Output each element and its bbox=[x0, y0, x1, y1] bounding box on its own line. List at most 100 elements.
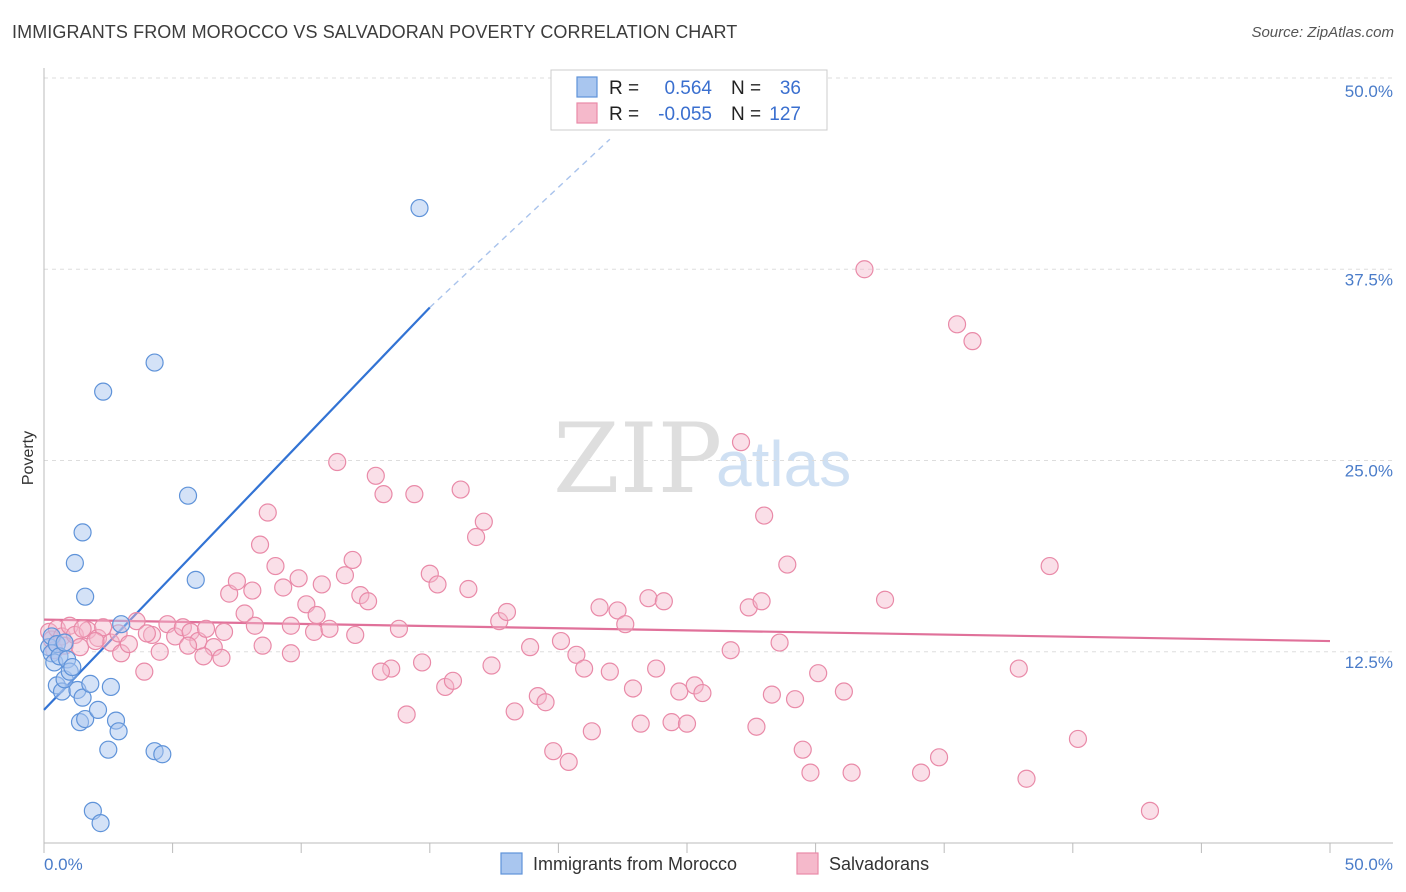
morocco-point bbox=[145, 353, 164, 372]
morocco-point bbox=[76, 709, 95, 729]
salvadorans-point bbox=[544, 742, 563, 761]
salvadorans-point bbox=[647, 659, 666, 678]
x-tick-label-max: 50.0% bbox=[1345, 855, 1393, 874]
salvadorans-point bbox=[212, 648, 231, 667]
salvadorans-point bbox=[443, 671, 463, 690]
salvadorans-point bbox=[281, 644, 301, 663]
salvadorans-point bbox=[567, 645, 586, 664]
salvadorans-point bbox=[482, 656, 501, 675]
morocco-point bbox=[112, 615, 131, 634]
morocco-point bbox=[178, 486, 198, 505]
salvadorans-point bbox=[842, 763, 861, 782]
salvadorans-point bbox=[1017, 769, 1036, 788]
salvadorans-point bbox=[466, 527, 486, 547]
stats-n-label-pink: N = bbox=[731, 104, 761, 125]
salvadorans-point bbox=[631, 714, 650, 733]
salvadorans-point bbox=[747, 717, 766, 736]
stats-n-label-blue: N = bbox=[731, 78, 761, 99]
morocco-point bbox=[55, 633, 74, 652]
salvadorans-point bbox=[616, 615, 635, 634]
legend-swatch-salvadorans bbox=[796, 852, 819, 875]
salvadorans-point bbox=[253, 636, 272, 655]
salvadorans-point bbox=[1009, 659, 1028, 678]
salvadorans-trend-line bbox=[43, 618, 1331, 643]
stats-r-value-blue: 0.564 bbox=[664, 78, 712, 99]
salvadorans-point bbox=[855, 260, 874, 279]
salvadorans-point bbox=[755, 506, 774, 525]
morocco-point bbox=[63, 657, 82, 677]
salvadorans-point bbox=[235, 604, 254, 623]
salvadorans-point bbox=[875, 590, 895, 609]
legend: Immigrants from Morocco Salvadorans bbox=[500, 852, 929, 875]
salvadorans-point bbox=[405, 485, 424, 504]
salvadorans-point bbox=[196, 619, 216, 638]
morocco-trend-extension bbox=[429, 138, 611, 309]
salvadorans-point bbox=[374, 485, 393, 504]
salvadorans-point bbox=[73, 619, 92, 638]
trend-lines bbox=[43, 138, 1331, 711]
salvadorans-point bbox=[590, 598, 609, 617]
salvadorans-point bbox=[371, 662, 391, 681]
salvadorans-point bbox=[911, 763, 931, 782]
salvadorans-point bbox=[243, 581, 262, 600]
salvadorans-point bbox=[639, 589, 658, 608]
legend-swatch-morocco bbox=[500, 852, 523, 875]
morocco-point bbox=[101, 677, 120, 697]
salvadorans-point bbox=[582, 722, 601, 741]
salvadorans-point bbox=[366, 466, 385, 485]
salvadorans-point bbox=[600, 662, 619, 681]
salvadorans-point bbox=[181, 622, 200, 641]
y-tick-label: 25.0% bbox=[1345, 462, 1393, 481]
salvadorans-point bbox=[770, 633, 789, 652]
salvadorans-point bbox=[947, 315, 967, 334]
salvadorans-point bbox=[266, 556, 285, 576]
salvadorans-point bbox=[245, 616, 265, 635]
salvadorans-point bbox=[575, 659, 594, 678]
legend-label-morocco: Immigrants from Morocco bbox=[533, 854, 737, 874]
morocco-points bbox=[40, 198, 429, 833]
salvadorans-point bbox=[536, 693, 555, 712]
salvadorans-point bbox=[490, 612, 509, 631]
grid-lines bbox=[44, 77, 1393, 653]
salvadorans-point bbox=[307, 605, 326, 625]
salvadorans-point bbox=[320, 619, 339, 638]
morocco-point bbox=[99, 740, 118, 759]
morocco-point bbox=[73, 523, 92, 542]
salvadorans-point bbox=[662, 713, 681, 732]
morocco-point bbox=[76, 587, 95, 606]
salvadorans-point bbox=[194, 647, 213, 666]
salvadorans-point bbox=[304, 622, 324, 641]
salvadorans-point bbox=[428, 575, 447, 594]
salvadorans-point bbox=[451, 480, 470, 499]
stats-n-value-pink: 127 bbox=[769, 104, 801, 125]
salvadorans-point bbox=[70, 638, 90, 657]
salvadorans-point bbox=[328, 452, 347, 472]
salvadorans-point bbox=[521, 638, 540, 657]
stats-box: R = 0.564 N = 36 R = -0.055 N = 127 bbox=[550, 69, 828, 131]
morocco-trend-line bbox=[43, 306, 431, 711]
morocco-point bbox=[73, 688, 92, 707]
y-tick-label: 37.5% bbox=[1345, 270, 1393, 289]
salvadorans-point bbox=[752, 592, 771, 611]
y-tick-label: 12.5% bbox=[1345, 653, 1393, 672]
salvadorans-point bbox=[397, 705, 416, 724]
salvadorans-point bbox=[623, 679, 643, 698]
x-ticks bbox=[43, 843, 1331, 853]
salvadorans-point bbox=[559, 752, 578, 772]
salvadorans-point bbox=[459, 579, 478, 599]
morocco-point bbox=[88, 700, 108, 719]
salvadorans-point bbox=[389, 619, 409, 638]
salvadorans-point bbox=[227, 572, 246, 591]
salvadorans-point bbox=[214, 622, 234, 641]
salvadorans-point bbox=[358, 592, 378, 611]
morocco-point bbox=[81, 674, 100, 693]
salvadorans-point bbox=[86, 631, 105, 651]
salvadorans-point bbox=[608, 601, 627, 620]
salvadorans-point bbox=[312, 575, 331, 594]
morocco-point bbox=[94, 382, 113, 401]
salvadorans-point bbox=[289, 569, 308, 588]
morocco-point bbox=[410, 198, 429, 218]
salvadorans-point bbox=[551, 631, 571, 651]
salvadorans-point bbox=[119, 634, 138, 654]
salvadorans-point bbox=[731, 433, 751, 452]
